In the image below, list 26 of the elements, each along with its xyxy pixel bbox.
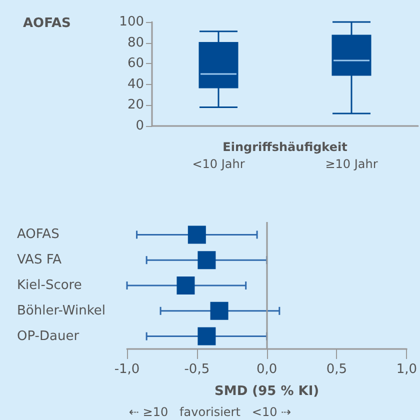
y-tick-label: Kiel-Score: [17, 278, 82, 293]
text: ⇠ ≥10 favorisiert <10 ⇢: [128, 405, 292, 419]
y-tick-label: Böhler-Winkel: [17, 303, 106, 318]
x-tick-label: 1,0: [396, 362, 418, 377]
x-axis-title: Eingriffshäufigkeit: [222, 140, 348, 154]
point: [188, 226, 206, 244]
point: [176, 276, 195, 294]
x-tick-label: <10 Jahr: [192, 157, 245, 171]
y-tick-label: 20: [127, 98, 144, 113]
x-tick-label: ≥10 Jahr: [325, 157, 378, 171]
point: [198, 327, 216, 346]
y-tick-label: AOFAS: [17, 227, 60, 242]
y-tick-label: 80: [127, 35, 144, 50]
y-tick-label: 60: [127, 56, 144, 72]
x-tick-label: 0,0: [256, 362, 278, 377]
y-tick-label: OP-Dauer: [17, 328, 80, 344]
x-tick-label: -0,5: [184, 362, 210, 377]
x-tick-label: -1,0: [114, 362, 140, 377]
point: [198, 251, 216, 270]
x-tick-label: 0,5: [326, 362, 348, 377]
y-tick-label: VAS FA: [17, 252, 62, 268]
y-tick-label: 40: [127, 76, 144, 92]
y-tick-label: 100: [119, 14, 144, 30]
point: [210, 302, 228, 320]
x-axis-title: SMD (95 % KI): [214, 384, 320, 399]
y-tick-label: 0: [136, 118, 144, 134]
